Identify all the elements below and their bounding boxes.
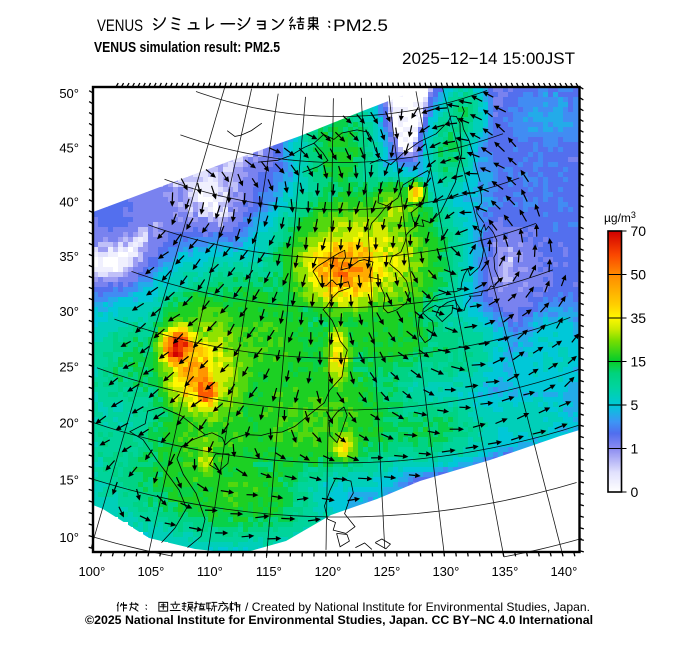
svg-text:VENUS: VENUS bbox=[97, 16, 143, 35]
svg-text:/ Created by National Institut: / Created by National Institute for Envi… bbox=[245, 600, 590, 614]
svg-text:15°: 15° bbox=[59, 472, 79, 487]
svg-text:125°: 125° bbox=[373, 564, 400, 579]
svg-text:35°: 35° bbox=[59, 249, 79, 264]
svg-text:10°: 10° bbox=[59, 530, 79, 545]
svg-text:2025−12−14 15:00JST: 2025−12−14 15:00JST bbox=[402, 49, 575, 68]
svg-text:µg/m3: µg/m3 bbox=[604, 210, 636, 225]
svg-text:120°: 120° bbox=[314, 564, 341, 579]
svg-text:20°: 20° bbox=[59, 415, 79, 430]
svg-text:40°: 40° bbox=[59, 195, 79, 210]
svg-text:135°: 135° bbox=[491, 564, 518, 579]
svg-text:35: 35 bbox=[631, 310, 647, 326]
svg-text:50: 50 bbox=[631, 267, 647, 283]
svg-text:PM2.5: PM2.5 bbox=[333, 16, 388, 35]
svg-text:110°: 110° bbox=[197, 564, 223, 579]
svg-text:130°: 130° bbox=[432, 564, 459, 579]
svg-text:50°: 50° bbox=[59, 86, 79, 101]
svg-text:25°: 25° bbox=[59, 359, 79, 374]
svg-text:1: 1 bbox=[631, 441, 639, 457]
svg-text:140°: 140° bbox=[550, 564, 577, 579]
svg-text:70: 70 bbox=[631, 223, 647, 239]
svg-text:30°: 30° bbox=[59, 304, 79, 319]
svg-text:15: 15 bbox=[631, 354, 647, 370]
svg-text:©2025 National Institute for E: ©2025 National Institute for Environment… bbox=[85, 613, 593, 627]
svg-text:100°: 100° bbox=[78, 564, 105, 579]
svg-text:45°: 45° bbox=[59, 140, 79, 155]
svg-text:VENUS simulation result: PM2.5: VENUS simulation result: PM2.5 bbox=[94, 40, 280, 56]
svg-text:0: 0 bbox=[631, 484, 639, 500]
svg-text:5: 5 bbox=[631, 397, 639, 413]
svg-text:105°: 105° bbox=[137, 564, 164, 579]
svg-text:115°: 115° bbox=[256, 564, 282, 579]
